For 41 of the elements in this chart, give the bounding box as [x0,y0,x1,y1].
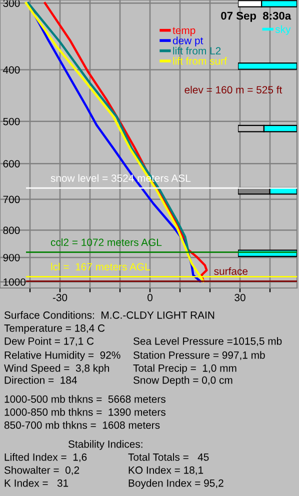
x-tick-label: 0 [148,294,152,302]
annotation: elev = 160 m = 525 ft [184,86,282,94]
text: KO Index = 18,1 [128,466,204,476]
x-tick-label: 30 [234,294,246,302]
text: K Index = 31 [4,479,68,487]
series-label: surface [214,267,248,275]
text: Relative Humidity = 92% [4,351,120,361]
text: Total Precip = 1,0 mm [133,364,236,374]
text: Snow Depth = 0,0 cm [133,376,232,386]
y-tick-label: 800 [3,226,20,234]
text: Total Totals = 45 [128,453,209,461]
text: Stability Indices: [68,440,142,450]
legend-label: dew pt [172,36,204,46]
text: Surface Conditions: M.C.-CLDY LIGHT RAIN [4,311,214,319]
text: Dew Point = 17,1 C [4,337,94,346]
y-tick-label: 500 [3,118,20,126]
legend-label: sky [275,25,291,35]
text: Boyden Index = 95,2 [128,479,224,489]
y-tick-label: 900 [3,254,20,262]
bar [238,62,297,70]
text: Lifted Index = 1,6 [4,453,87,462]
legend-label: lift from L2 [173,46,221,55]
text: 1000-850 mb thkns = 1390 meters [4,408,166,416]
legend-label: temp [172,27,196,36]
text: Wind Speed = 3,8 kph [4,364,110,374]
text: 850-700 mb thkns = 1608 meters [4,421,160,429]
text: 07 Sep 8:30a [221,12,292,22]
series-label: lcl = 167 meters AGL [51,262,150,270]
x-tick-label: -30 [52,294,68,302]
text: Station Pressure = 997,1 mb [133,351,265,360]
y-tick-label: 400 [3,66,20,74]
text: Temperature = 18,4 C [4,324,105,334]
series-label: ccl2 = 1072 meters AGL [50,238,162,246]
text: Sea Level Pressure =1015,5 mb [133,337,282,346]
legend-label: lift from surf [173,57,227,65]
y-tick-label: 700 [3,196,20,204]
text: Showalter = 0,2 [4,466,80,476]
text: Direction = 184 [4,376,77,384]
y-tick-label: 1000 [4,278,26,286]
text: 1000-500 mb thkns = 5668 meters [4,395,166,403]
y-tick-label: 600 [3,160,20,168]
